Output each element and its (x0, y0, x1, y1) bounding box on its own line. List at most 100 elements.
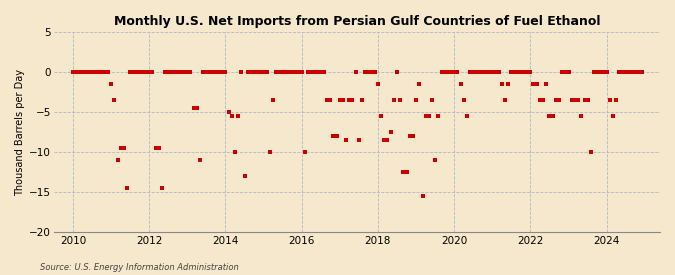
Point (179, 70, 190, 74)
Point (172, 70, 183, 74)
Point (90, 70, 101, 74)
Point (86, 70, 97, 74)
Point (484, 70, 495, 74)
Point (430, 158, 441, 162)
Point (176, 70, 186, 74)
Point (537, 98, 548, 102)
Point (315, 70, 326, 74)
Point (84, 70, 95, 74)
Point (592, 70, 603, 74)
Point (420, 114, 431, 118)
Point (373, 82, 383, 86)
Point (80, 70, 91, 74)
Point (230, 150, 240, 154)
Point (563, 70, 574, 74)
Point (554, 98, 564, 102)
Point (68, 70, 78, 74)
Point (223, 110, 234, 114)
Point (118, 146, 129, 150)
Point (627, 70, 638, 74)
Point (350, 70, 361, 74)
Point (299, 150, 310, 154)
Point (392, 70, 402, 74)
Point (630, 70, 641, 74)
Point (227, 114, 238, 118)
Point (220, 70, 231, 74)
Point (271, 70, 281, 74)
Point (493, 70, 504, 74)
Point (389, 98, 400, 102)
Point (274, 70, 285, 74)
Point (306, 70, 317, 74)
Point (589, 70, 599, 74)
Point (481, 70, 491, 74)
Point (576, 114, 587, 118)
Point (455, 82, 466, 86)
Point (617, 70, 628, 74)
Point (344, 98, 355, 102)
Point (572, 98, 583, 102)
Point (194, 158, 205, 162)
Point (185, 70, 196, 74)
Point (439, 70, 450, 74)
Point (325, 98, 335, 102)
Point (77, 70, 88, 74)
Point (465, 70, 476, 74)
Point (379, 138, 390, 142)
Point (328, 134, 339, 138)
Point (287, 70, 298, 74)
Point (99, 70, 110, 74)
Point (151, 146, 161, 150)
Point (144, 70, 155, 74)
Point (496, 82, 507, 86)
Point (322, 98, 333, 102)
Point (280, 70, 291, 74)
Point (334, 98, 345, 102)
Point (468, 70, 479, 74)
Point (303, 70, 314, 74)
Point (401, 170, 412, 174)
Point (211, 70, 221, 74)
Point (213, 70, 224, 74)
Point (506, 70, 517, 74)
Point (131, 70, 142, 74)
Point (544, 114, 555, 118)
Point (436, 70, 447, 74)
Point (410, 98, 421, 102)
Point (217, 70, 228, 74)
Point (369, 70, 380, 74)
Point (395, 98, 406, 102)
Point (319, 70, 329, 74)
Point (93, 70, 104, 74)
Point (160, 70, 171, 74)
Point (258, 70, 269, 74)
Point (557, 70, 568, 74)
Point (134, 70, 145, 74)
Point (255, 70, 266, 74)
Point (585, 150, 596, 154)
Point (125, 70, 136, 74)
Point (551, 98, 562, 102)
Point (570, 98, 580, 102)
Point (239, 174, 250, 178)
Point (490, 70, 501, 74)
Point (103, 70, 113, 74)
Point (614, 70, 624, 74)
Point (427, 98, 437, 102)
Point (512, 70, 523, 74)
Point (363, 70, 374, 74)
Point (169, 70, 180, 74)
Point (309, 70, 320, 74)
Point (192, 106, 202, 110)
Point (582, 98, 593, 102)
Point (313, 70, 323, 74)
Point (560, 70, 571, 74)
Point (331, 134, 342, 138)
Point (385, 130, 396, 134)
Point (408, 134, 418, 138)
Point (547, 114, 558, 118)
Point (347, 98, 358, 102)
Point (382, 138, 393, 142)
Point (338, 98, 348, 102)
Point (296, 70, 307, 74)
